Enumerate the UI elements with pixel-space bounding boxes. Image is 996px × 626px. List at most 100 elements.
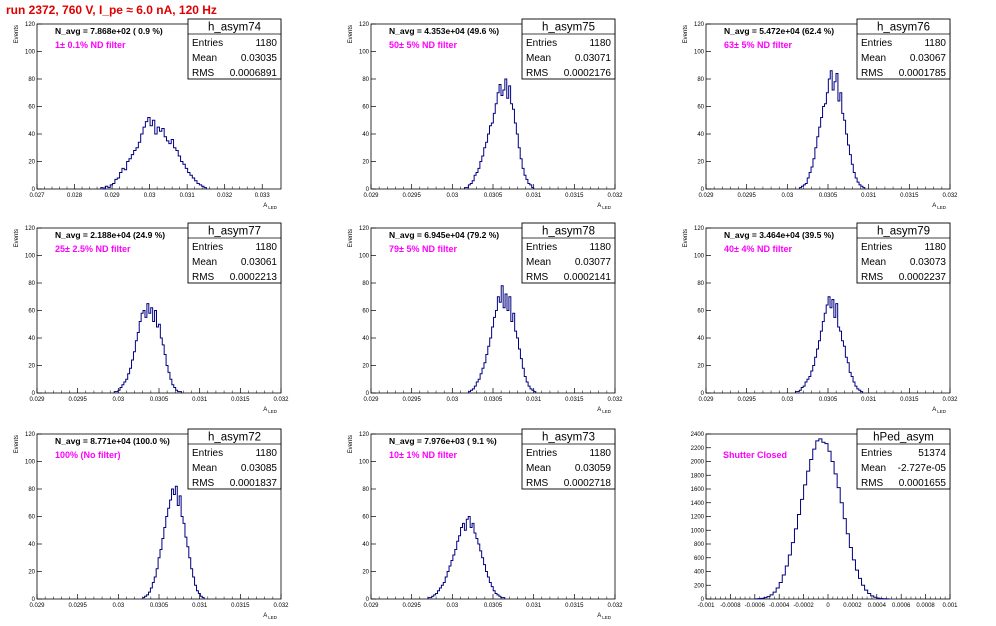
y-tick-label: 20 [362,364,369,370]
x-axis-label-sub: LED [602,205,612,210]
y-tick-label: 40 [28,336,35,342]
y-tick-label: 20 [697,160,704,166]
x-tick-label: 0.032 [217,193,233,199]
y-tick-label: 100 [25,460,36,466]
stats-title: h_asym77 [208,226,261,238]
x-axis-label-sub: LED [602,615,612,620]
stats-value: 0.0006891 [230,68,278,79]
y-tick-label: 60 [28,515,35,521]
y-tick-label: 80 [697,77,704,83]
stats-label: Entries [526,38,557,49]
stats-label: Mean [861,53,886,64]
y-axis-label: Events [683,229,689,247]
stats-box [856,18,951,80]
x-tick-label: 0.0295 [68,397,87,403]
y-tick-label: 0 [701,187,705,193]
histogram-line [468,285,537,393]
x-axis-label-main: A [263,203,267,209]
filter-label: 25± 2.5% ND filter [55,244,131,254]
y-tick-label: 0 [366,391,370,397]
filter-label: Shutter Closed [723,450,787,460]
x-tick-label: 0.0315 [565,397,584,403]
stats-box [521,222,616,284]
x-tick-label: 0.03 [781,193,793,199]
x-axis-label-sub: LED [937,409,947,414]
x-tick-label: 0.0305 [150,397,169,403]
x-tick-label: 0.028 [67,193,83,199]
stats-label: RMS [192,272,215,283]
stats-label: Entries [861,448,892,459]
x-axis-label-main: A [263,407,267,413]
x-tick-label: 0.0305 [819,193,838,199]
x-tick-label: 0.0305 [150,603,169,609]
y-tick-label: 0 [32,391,36,397]
filter-label: 50± 5% ND filter [389,40,457,50]
stats-value: 0.0002213 [230,272,278,283]
x-tick-label: 0.03 [781,397,793,403]
y-tick-label: 40 [28,132,35,138]
n-avg-label: N_avg = 7.976e+03 ( 9.1 %) [389,436,497,446]
y-tick-label: 20 [28,570,35,576]
x-tick-label: 0.0006 [892,603,911,609]
y-tick-label: 60 [697,105,704,111]
stats-label: Entries [192,448,223,459]
n-avg-label: N_avg = 7.868e+02 ( 0.9 %) [55,26,163,36]
x-tick-label: 0.031 [192,397,208,403]
x-axis-label-sub: LED [268,615,278,620]
x-axis-label: ALED [597,407,612,414]
y-tick-label: 20 [362,160,369,166]
x-axis-label-main: A [263,613,267,619]
stats-value: 1180 [924,38,946,49]
x-tick-label: 0.031 [526,397,542,403]
y-axis-label: Events [14,229,20,247]
y-tick-label: 60 [697,309,704,315]
stats-label: Entries [861,242,892,253]
stats-box [187,18,282,80]
x-axis-label-sub: LED [268,409,278,414]
filter-label: 63± 5% ND filter [724,40,792,50]
histogram-pad-h_asym74: 0 20 40 60 80 100 120 0.027 0.028 0.029 0.03 0.031 0… [14,18,282,210]
x-tick-label: 0.031 [192,603,208,609]
stats-value: 1180 [924,242,946,253]
histogram-line [100,117,207,190]
stats-value: 0.03073 [910,257,947,268]
stats-value: 0.0002237 [899,272,947,283]
stats-value: 1180 [589,242,611,253]
stats-title: h_asym79 [877,226,930,238]
y-tick-label: 100 [25,50,36,56]
x-axis-label: ALED [263,613,278,620]
x-tick-label: 0.0008 [916,603,935,609]
x-tick-label: 0.031 [861,397,877,403]
y-tick-label: 400 [694,570,705,576]
stats-value: 1180 [589,448,611,459]
stats-value: 0.0001655 [899,478,947,489]
y-tick-label: 80 [697,281,704,287]
stats-title: h_asym73 [542,432,595,444]
stats-label: RMS [861,272,884,283]
y-tick-label: 20 [28,364,35,370]
x-tick-label: 0.032 [607,603,623,609]
x-tick-label: 0.029 [698,193,714,199]
y-tick-label: 60 [28,309,35,315]
stats-value: 0.0001785 [899,68,947,79]
y-tick-label: 100 [694,50,705,56]
x-axis-label: ALED [263,203,278,210]
x-tick-label: -0.0004 [769,603,790,609]
stats-value: 0.0002176 [564,68,612,79]
x-tick-label: 0.029 [29,603,45,609]
n-avg-label: N_avg = 3.464e+04 (39.5 %) [724,230,834,240]
x-tick-label: 0.029 [698,397,714,403]
histogram-line [464,78,535,189]
y-tick-label: 80 [28,77,35,83]
x-axis-label-sub: LED [602,409,612,414]
n-avg-label: N_avg = 8.771e+04 (100.0 %) [55,436,170,446]
stats-label: RMS [861,478,884,489]
stats-title: h_asym75 [542,22,595,34]
x-tick-label: 0.0295 [402,603,421,609]
x-tick-label: -0.0008 [720,603,741,609]
x-axis-label-main: A [597,613,601,619]
x-tick-label: 0.0315 [231,603,250,609]
stats-box [187,222,282,284]
stats-value: 1180 [255,38,277,49]
y-tick-label: 80 [362,487,369,493]
